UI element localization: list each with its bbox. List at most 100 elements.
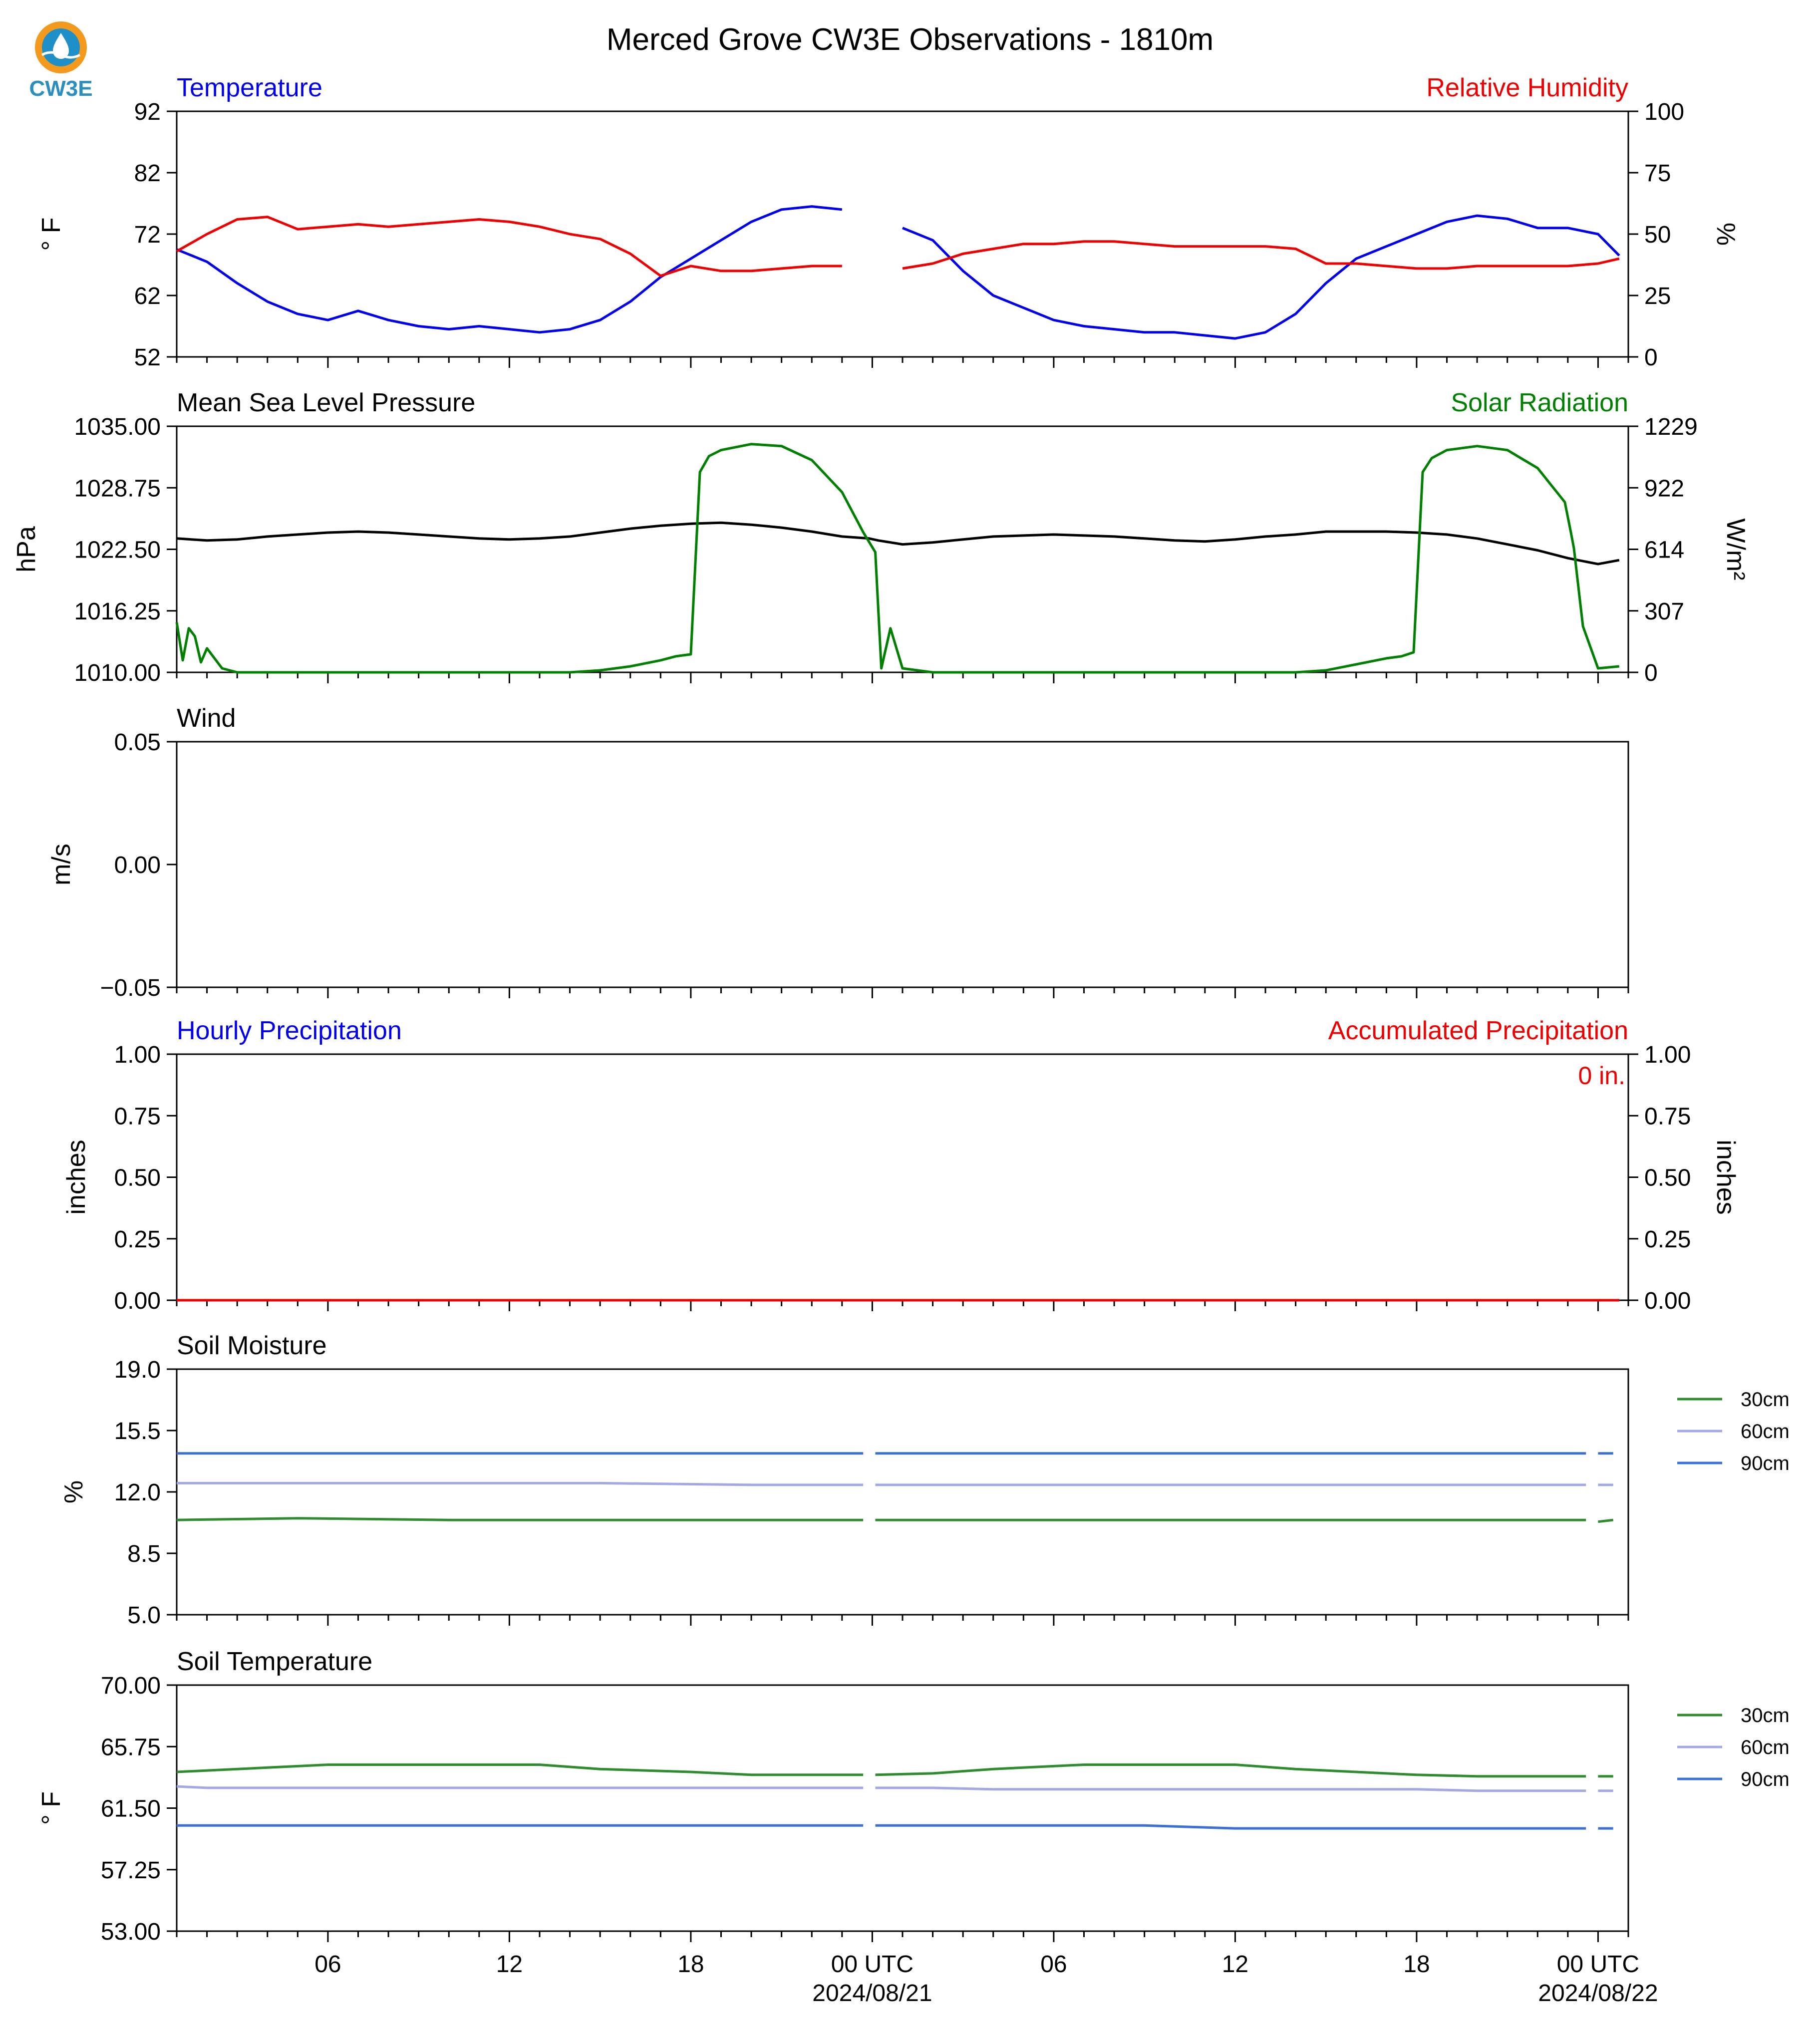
y-tick-label: 1010.00 bbox=[74, 660, 161, 686]
soil-moisture-panel: 5.0 8.5 12.0 15.5 19.0 Soil Moisture% 30cm 60cm… bbox=[59, 1331, 1790, 1629]
figure-title: Merced Grove CW3E Observations - 1810m bbox=[607, 22, 1213, 57]
legend-label: 90cm bbox=[1741, 1768, 1790, 1790]
legend-label: 60cm bbox=[1741, 1737, 1790, 1758]
y-right-tick-label: 0 bbox=[1644, 344, 1658, 371]
series-line-60cm bbox=[176, 1785, 1613, 1792]
pressure-solar-panel: 1010.00 1016.25 1022.50 1028.75 1035.00 0 307 6… bbox=[12, 388, 1750, 686]
y-right-axis-label: % bbox=[1711, 223, 1740, 246]
y-right-axis-label: inches bbox=[1711, 1140, 1740, 1214]
y-right-tick-label: 922 bbox=[1644, 475, 1684, 502]
y-tick-label: −0.05 bbox=[100, 975, 161, 1001]
wind-panel: −0.05 0.00 0.05 Wind m/s bbox=[47, 704, 1629, 1001]
y-axis-label: ° F bbox=[37, 1791, 66, 1825]
panel-title-left: Soil Temperature bbox=[177, 1647, 372, 1676]
y-right-tick-label: 0.75 bbox=[1644, 1103, 1691, 1130]
y-tick-label: 1022.50 bbox=[74, 537, 161, 564]
y-right-tick-label: 100 bbox=[1644, 99, 1684, 125]
series-line-30cm bbox=[176, 1517, 1613, 1523]
y-tick-label: 62 bbox=[134, 283, 161, 309]
y-tick-label: 1035.00 bbox=[74, 414, 161, 440]
y-axis-label: hPa bbox=[12, 526, 41, 573]
y-tick-label: 61.50 bbox=[101, 1796, 161, 1822]
panel-title-left: Wind bbox=[177, 704, 236, 733]
y-tick-label: 82 bbox=[134, 160, 161, 187]
y-tick-label: 19.0 bbox=[114, 1357, 161, 1383]
cw3e-logo-text: CW3E bbox=[29, 76, 92, 101]
series-line-temperature bbox=[176, 205, 1620, 340]
y-right-tick-label: 1.00 bbox=[1644, 1042, 1691, 1068]
panel-title-left: Hourly Precipitation bbox=[177, 1016, 402, 1045]
y-axis-label: ° F bbox=[37, 217, 66, 251]
y-tick-label: 92 bbox=[134, 99, 161, 125]
x-tick-label: 12 bbox=[496, 1951, 523, 1978]
y-tick-label: 57.25 bbox=[101, 1857, 161, 1884]
x-tick-label: 06 bbox=[1040, 1951, 1067, 1978]
y-right-tick-label: 614 bbox=[1644, 537, 1684, 564]
y-axis-label: % bbox=[59, 1480, 88, 1503]
y-tick-label: 0.00 bbox=[114, 1288, 161, 1314]
panel-title-right: Relative Humidity bbox=[1426, 73, 1628, 102]
axes-frame bbox=[176, 1684, 1629, 1932]
x-tick-label: 18 bbox=[677, 1951, 704, 1978]
x-tick-label: 06 bbox=[314, 1951, 341, 1978]
series-line-solar-radiation bbox=[175, 443, 1620, 674]
panel-title-left: Temperature bbox=[177, 73, 322, 102]
soil-temperature-panel: 53.00 57.25 61.50 65.75 70.00 Soil Temperatur… bbox=[37, 1647, 1790, 1945]
axes-frame bbox=[176, 1368, 1629, 1616]
series-line-90cm bbox=[177, 1824, 1613, 1830]
x-tick-label: 18 bbox=[1403, 1951, 1430, 1978]
x-tick-label: 00 UTC bbox=[1557, 1951, 1639, 1978]
y-right-tick-label: 75 bbox=[1644, 160, 1671, 187]
cw3e-logo: CW3E bbox=[29, 21, 93, 101]
panel-title-left: Soil Moisture bbox=[177, 1331, 327, 1360]
y-right-tick-label: 25 bbox=[1644, 283, 1671, 309]
series-line-30cm bbox=[176, 1763, 1613, 1778]
y-right-tick-label: 50 bbox=[1644, 222, 1671, 248]
axes-frame bbox=[176, 741, 1629, 988]
y-tick-label: 52 bbox=[134, 344, 161, 371]
y-right-tick-label: 0.25 bbox=[1644, 1226, 1691, 1253]
x-tick-label: 00 UTC bbox=[831, 1951, 913, 1978]
accumulated-total-label: 0 in. bbox=[1578, 1062, 1625, 1090]
legend-label: 30cm bbox=[1741, 1705, 1790, 1727]
x-tick-label: 12 bbox=[1222, 1951, 1248, 1978]
y-tick-label: 0.75 bbox=[114, 1103, 161, 1130]
panel-title-right: Accumulated Precipitation bbox=[1328, 1016, 1628, 1045]
axes-frame bbox=[176, 425, 1629, 673]
precipitation-panel: 0.00 0.25 0.50 0.75 1.00 0.00 0.25 0.50 0.75 1.00… bbox=[62, 1016, 1740, 1314]
y-tick-label: 72 bbox=[134, 222, 161, 248]
y-tick-label: 5.0 bbox=[127, 1602, 161, 1629]
legend-label: 60cm bbox=[1741, 1421, 1790, 1443]
y-tick-label: 8.5 bbox=[127, 1541, 161, 1567]
y-tick-label: 12.0 bbox=[114, 1479, 161, 1506]
y-tick-label: 1016.25 bbox=[74, 598, 161, 625]
x-date-label: 2024/08/22 bbox=[1538, 1980, 1658, 2007]
y-tick-label: 53.00 bbox=[101, 1919, 161, 1945]
y-tick-label: 1028.75 bbox=[74, 475, 161, 502]
y-tick-label: 0.25 bbox=[114, 1226, 161, 1253]
series-line-60cm bbox=[177, 1481, 1613, 1486]
y-right-tick-label: 0.50 bbox=[1644, 1165, 1691, 1191]
y-tick-label: 70.00 bbox=[101, 1673, 161, 1699]
y-axis-label: inches bbox=[62, 1140, 91, 1214]
y-right-tick-label: 307 bbox=[1644, 598, 1684, 625]
legend-label: 30cm bbox=[1741, 1389, 1790, 1411]
legend-label: 90cm bbox=[1741, 1452, 1790, 1474]
y-tick-label: 65.75 bbox=[101, 1734, 161, 1760]
y-right-tick-label: 1229 bbox=[1644, 414, 1698, 440]
y-tick-label: 0.05 bbox=[114, 729, 161, 756]
x-date-label: 2024/08/21 bbox=[812, 1980, 932, 2007]
y-right-axis-label: W/m² bbox=[1721, 518, 1750, 580]
temperature-humidity-panel: 52 62 72 82 92 0 25 50 75 100 Temperature Relative … bbox=[37, 73, 1740, 371]
axes-frame bbox=[176, 1053, 1629, 1301]
panel-title-left: Mean Sea Level Pressure bbox=[177, 388, 475, 417]
y-axis-label: m/s bbox=[47, 844, 76, 885]
y-tick-label: 0.00 bbox=[114, 852, 161, 878]
y-tick-label: 1.00 bbox=[114, 1042, 161, 1068]
y-tick-label: 0.50 bbox=[114, 1165, 161, 1191]
y-tick-label: 15.5 bbox=[114, 1418, 161, 1445]
panel-title-right: Solar Radiation bbox=[1451, 388, 1628, 417]
y-right-tick-label: 0.00 bbox=[1644, 1288, 1691, 1314]
